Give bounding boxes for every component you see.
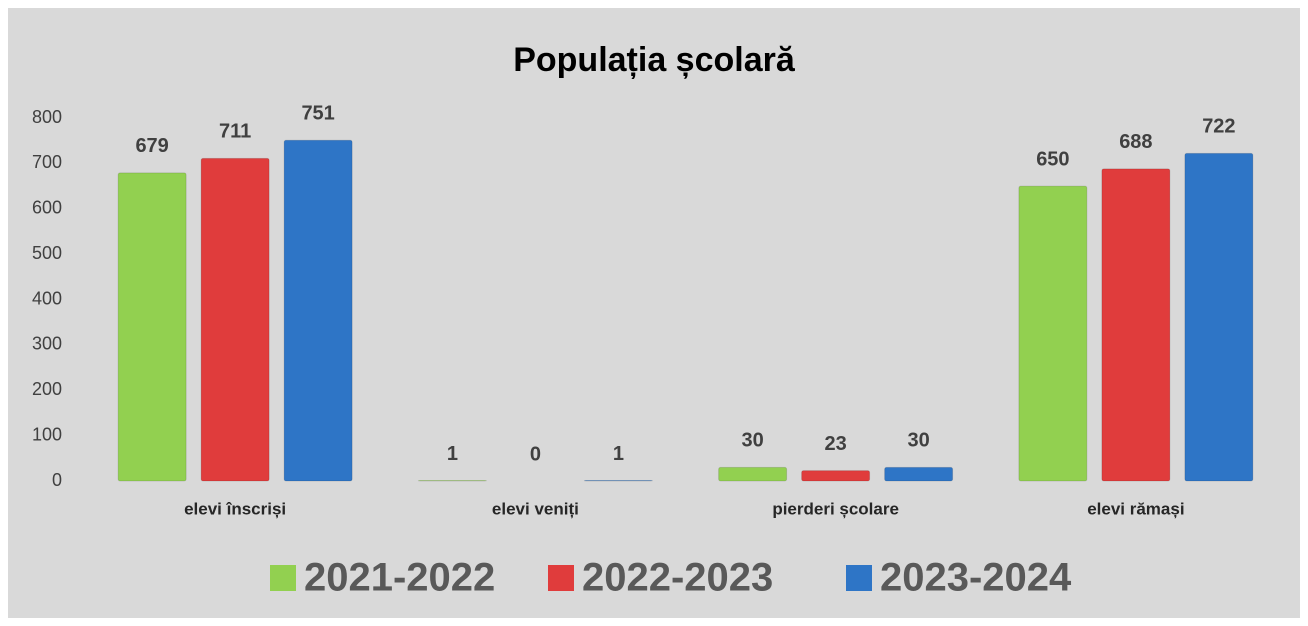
bar [1184, 152, 1254, 482]
y-tick-label: 500 [32, 243, 62, 263]
y-tick-label: 200 [32, 379, 62, 399]
bar [801, 470, 871, 482]
x-tick-label: elevi veniți [492, 499, 579, 518]
bar [200, 157, 270, 482]
bar [117, 172, 187, 482]
bar [884, 466, 954, 482]
value-label: 688 [1119, 131, 1152, 153]
value-label: 1 [613, 443, 624, 465]
value-label: 1 [447, 443, 458, 465]
y-tick-label: 100 [32, 424, 62, 444]
x-tick-label: elevi înscriși [184, 499, 286, 518]
value-label: 30 [742, 430, 764, 452]
legend-swatch [846, 565, 872, 591]
value-label: 722 [1202, 116, 1235, 138]
bar [283, 139, 353, 482]
value-label: 751 [301, 103, 334, 125]
bar [1018, 185, 1088, 482]
y-tick-label: 800 [32, 107, 62, 127]
bar [718, 466, 788, 482]
x-tick-label: elevi rămași [1087, 499, 1184, 518]
value-label: 650 [1036, 148, 1069, 170]
legend-swatch [270, 565, 296, 591]
x-tick-label: pierderi școlare [772, 499, 899, 518]
chart-title: Populația școlară [513, 41, 796, 79]
value-label: 0 [530, 443, 541, 465]
legend-label: 2022-2023 [582, 556, 773, 600]
value-label: 30 [908, 430, 930, 452]
value-label: 711 [219, 121, 251, 143]
value-label: 23 [825, 433, 847, 455]
legend-swatch [548, 565, 574, 591]
y-tick-label: 600 [32, 198, 62, 218]
legend-label: 2021-2022 [304, 556, 495, 600]
legend-label: 2023-2024 [880, 556, 1072, 600]
y-tick-label: 700 [32, 152, 62, 172]
value-label: 679 [135, 135, 168, 157]
bar [1101, 168, 1171, 482]
y-tick-label: 300 [32, 334, 62, 354]
y-tick-label: 400 [32, 288, 62, 308]
y-tick-label: 0 [52, 470, 62, 490]
